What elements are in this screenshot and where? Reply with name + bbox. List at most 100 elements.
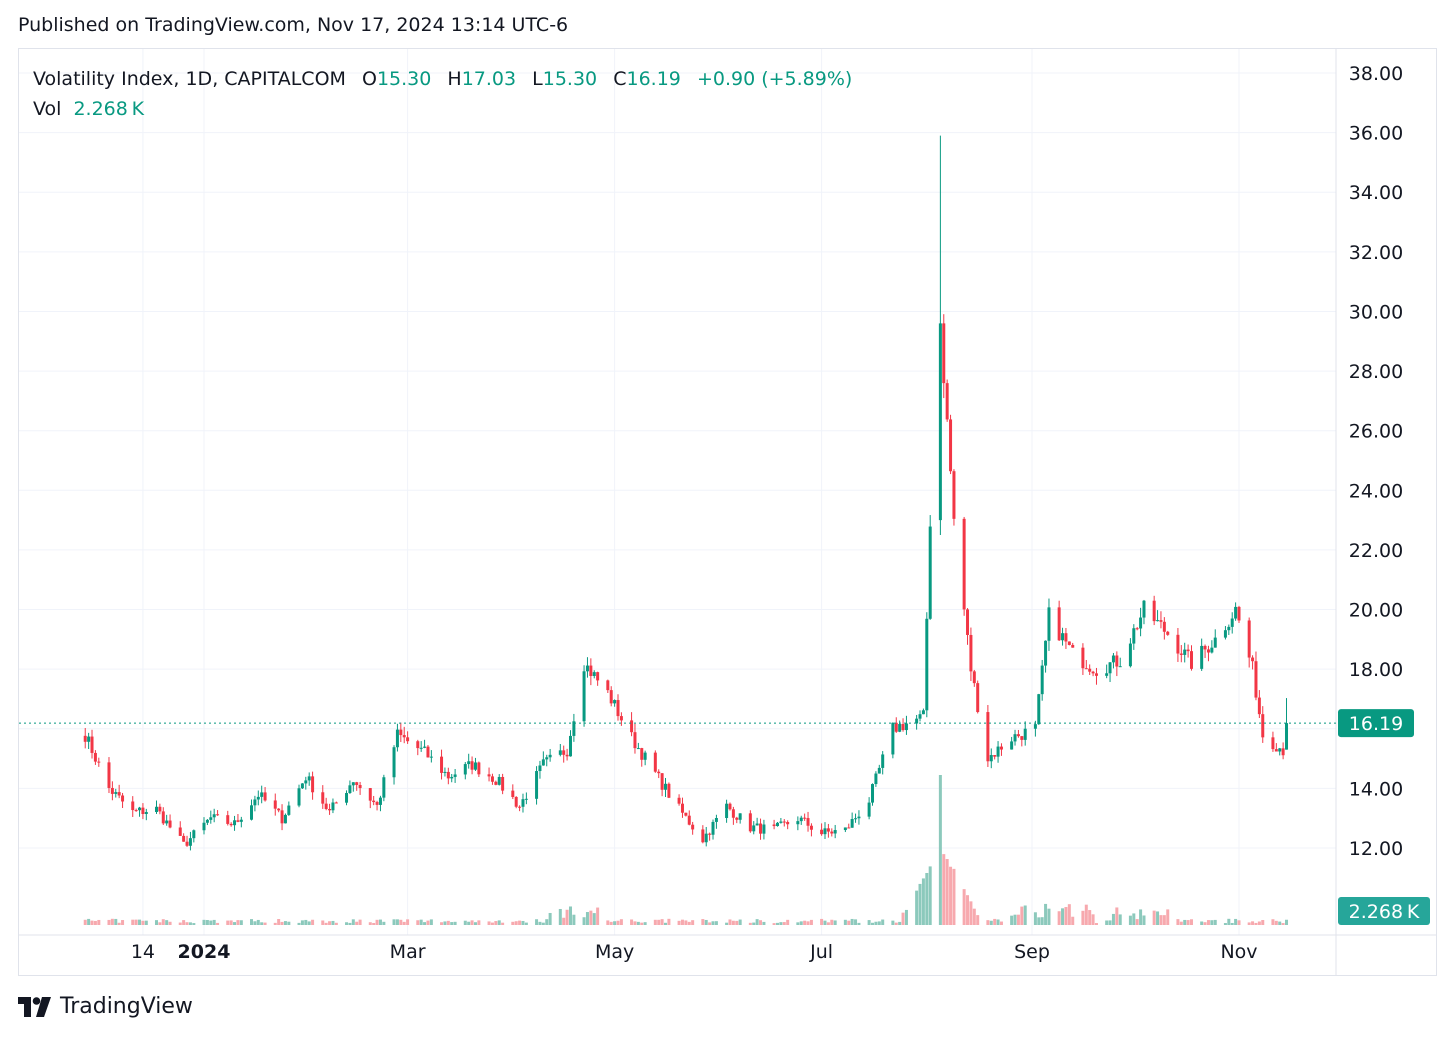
candle-body xyxy=(501,776,505,791)
volume-bar xyxy=(1061,908,1065,925)
volume-bar xyxy=(192,923,196,925)
volume-bar xyxy=(1023,905,1027,925)
candle-body xyxy=(633,732,637,749)
high-value: 17.03 xyxy=(461,68,517,90)
volume-bar xyxy=(311,919,315,925)
candle-body xyxy=(545,757,549,760)
volume-bar xyxy=(643,922,647,925)
volume-bar xyxy=(541,922,545,925)
candle-body xyxy=(161,811,165,824)
price-tick-label: 20.00 xyxy=(1349,600,1403,622)
candle-body xyxy=(731,809,735,818)
candle-body xyxy=(185,841,189,846)
volume-bar xyxy=(1261,920,1265,925)
volume-bar xyxy=(1040,917,1044,925)
candle-body xyxy=(986,712,990,762)
candle-body xyxy=(850,819,854,828)
volume-bars xyxy=(83,775,1289,925)
candle-body xyxy=(97,761,101,763)
candle-body xyxy=(877,767,881,774)
volume-bar xyxy=(216,922,220,925)
candle-body xyxy=(473,762,477,770)
candle-body xyxy=(1044,640,1048,666)
candle-body xyxy=(904,723,908,731)
candle-body xyxy=(643,752,647,760)
candle-body xyxy=(446,771,450,779)
candle-body xyxy=(1115,655,1119,667)
grid-lines xyxy=(19,49,1336,935)
candle-body xyxy=(1108,662,1112,674)
price-tick-label: 36.00 xyxy=(1349,123,1403,145)
candle-body xyxy=(925,618,929,711)
volume-bar xyxy=(1139,909,1143,925)
candle-body xyxy=(1061,633,1065,641)
candle-body xyxy=(759,823,763,834)
candle-body xyxy=(399,729,403,736)
candle-body xyxy=(738,813,742,820)
date-tick-label: May xyxy=(595,941,634,963)
candle-body xyxy=(687,815,691,825)
volume-bar xyxy=(691,920,695,925)
candle-body xyxy=(236,820,240,822)
price-tick-label: 26.00 xyxy=(1349,421,1403,443)
volume-bar xyxy=(1213,919,1217,925)
volume-bar xyxy=(1274,920,1278,925)
price-tick-label: 18.00 xyxy=(1349,659,1403,681)
volume-bar xyxy=(633,921,637,925)
candle-body xyxy=(548,754,552,758)
candle-body xyxy=(572,721,576,736)
volume-bar xyxy=(735,920,739,925)
candle-body xyxy=(806,818,810,826)
volume-bar xyxy=(470,920,474,925)
volume-bar xyxy=(1108,920,1112,925)
candle-body xyxy=(1013,734,1017,742)
volume-bar xyxy=(972,908,976,925)
candle-body xyxy=(779,821,783,823)
volume-bar xyxy=(949,866,953,925)
candle-body xyxy=(90,736,94,753)
volume-bar xyxy=(565,909,569,925)
volume-bar xyxy=(378,919,382,925)
candle-body xyxy=(490,776,494,782)
volume-bar xyxy=(653,919,657,925)
volume-bar xyxy=(477,920,481,925)
volume-bar xyxy=(596,907,600,925)
candle-body xyxy=(283,814,287,824)
candle-body xyxy=(830,831,834,834)
volume-bar xyxy=(321,920,325,925)
volume-bar xyxy=(494,921,498,925)
volume-bar xyxy=(358,919,362,925)
tradingview-logo[interactable]: TradingView xyxy=(18,994,193,1019)
volume-bar xyxy=(738,919,742,925)
volume-bar xyxy=(1084,904,1088,925)
chart-frame[interactable] xyxy=(18,48,1437,976)
candle-body xyxy=(942,323,946,384)
volume-bar xyxy=(904,909,908,925)
candle-body xyxy=(1091,671,1095,674)
volume-bar xyxy=(328,921,332,925)
price-tick-label: 14.00 xyxy=(1349,778,1403,800)
candle-body xyxy=(134,810,138,812)
volume-bar xyxy=(348,922,352,925)
volume-bar xyxy=(511,921,515,925)
candle-body xyxy=(250,805,254,820)
candle-body xyxy=(938,323,942,521)
candle-body xyxy=(1234,606,1238,619)
volume-bar xyxy=(966,895,970,925)
candle-body xyxy=(321,792,325,804)
candle-body xyxy=(419,747,423,749)
candle-body xyxy=(684,812,688,816)
date-tick-label: 2024 xyxy=(178,941,231,963)
volume-bar xyxy=(375,919,379,925)
candle-body xyxy=(993,755,997,757)
volume-bar xyxy=(701,919,705,925)
volume-bar xyxy=(636,921,640,925)
candle-body xyxy=(701,829,705,843)
candles xyxy=(83,135,1289,851)
volume-bar xyxy=(558,908,562,925)
candle-body xyxy=(114,792,118,794)
candle-body xyxy=(616,700,620,717)
volume-bar xyxy=(205,919,209,925)
price-tick-label: 28.00 xyxy=(1349,361,1403,383)
